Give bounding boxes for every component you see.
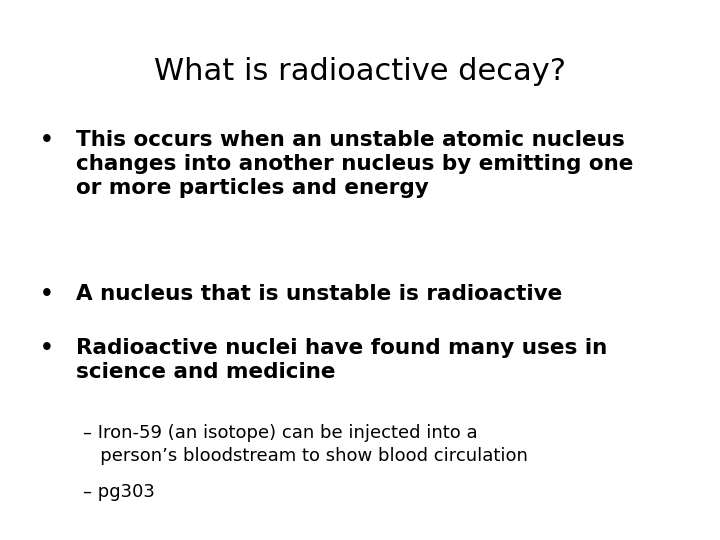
Text: A nucleus that is unstable is radioactive: A nucleus that is unstable is radioactiv… [76, 284, 562, 303]
Text: •: • [40, 338, 53, 357]
Text: – Iron-59 (an isotope) can be injected into a
   person’s bloodstream to show bl: – Iron-59 (an isotope) can be injected i… [83, 424, 528, 465]
Text: •: • [40, 130, 53, 150]
Text: What is radioactive decay?: What is radioactive decay? [154, 57, 566, 86]
Text: •: • [40, 284, 53, 303]
Text: This occurs when an unstable atomic nucleus
changes into another nucleus by emit: This occurs when an unstable atomic nucl… [76, 130, 633, 198]
Text: – pg303: – pg303 [83, 483, 155, 501]
Text: Radioactive nuclei have found many uses in
science and medicine: Radioactive nuclei have found many uses … [76, 338, 607, 381]
